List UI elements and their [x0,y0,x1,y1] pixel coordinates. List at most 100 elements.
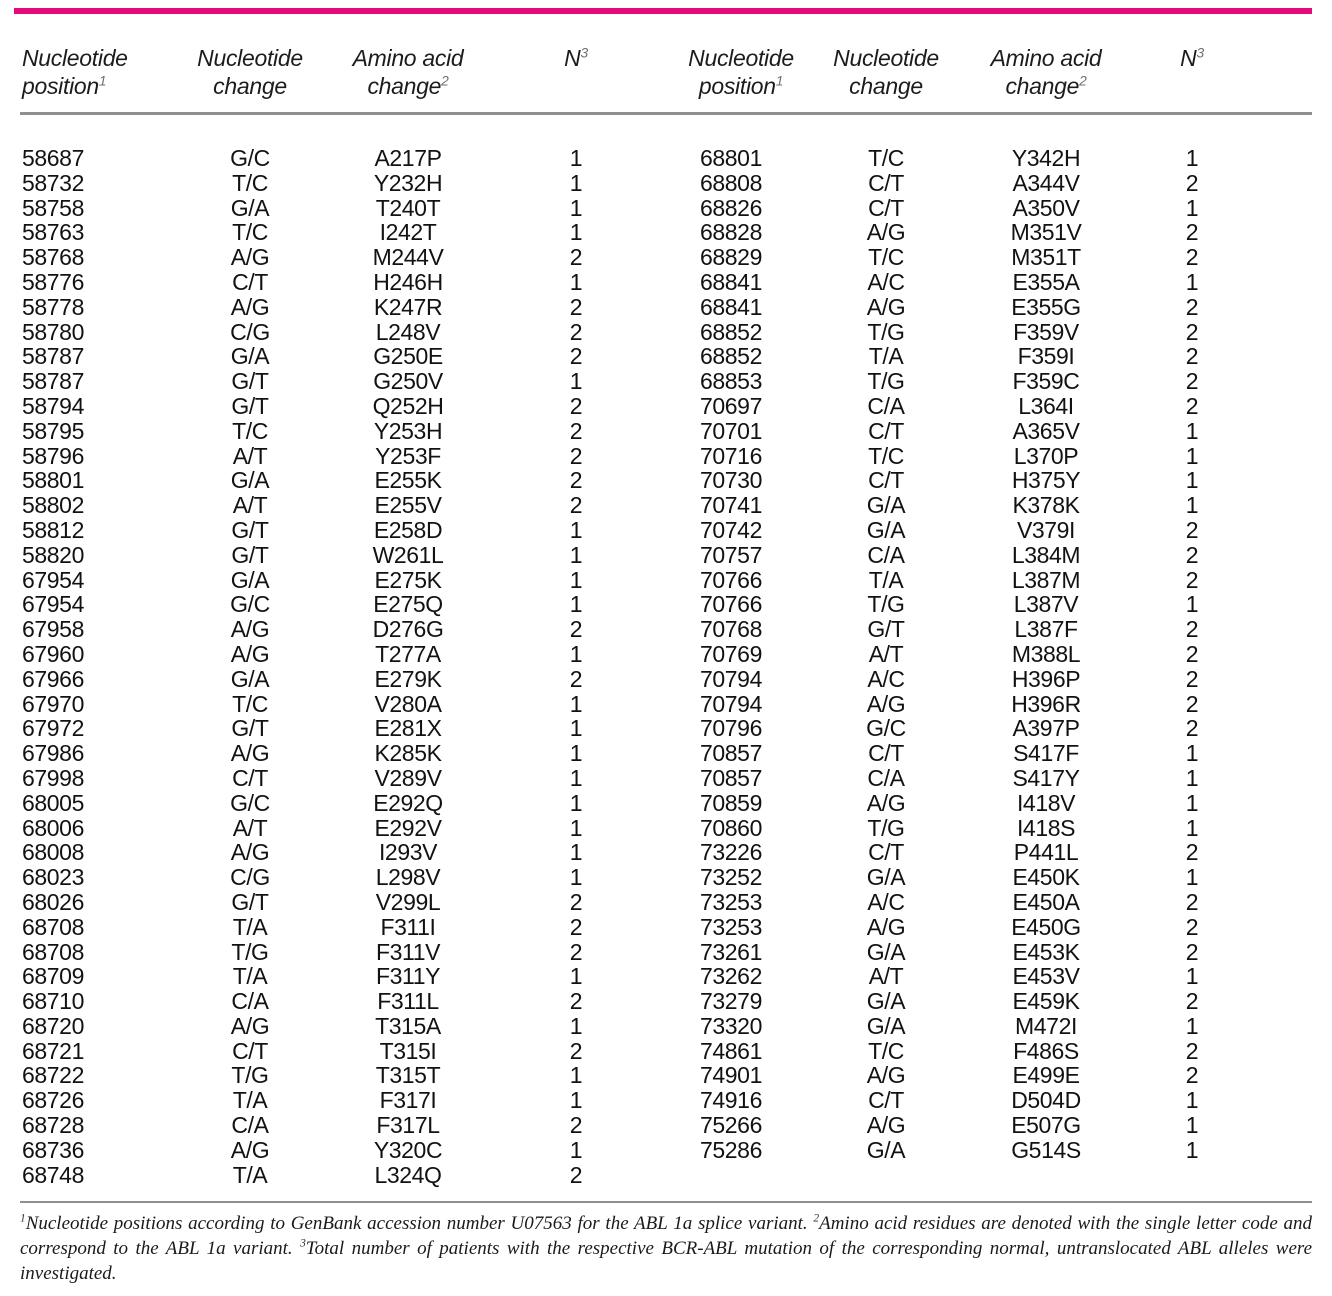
nucleotide-change: G/A [866,1136,906,1163]
patient-count: 1 [569,740,583,767]
patient-count: 2 [1185,1062,1199,1089]
nucleotide-position: 68006 [22,814,84,841]
patient-count: 2 [569,492,583,519]
amino-acid-change: M244V [372,244,444,271]
patient-count: 2 [569,938,583,965]
nucleotide-change: G/C [230,145,270,171]
patient-count: 1 [1185,268,1199,295]
patient-count: 1 [1185,864,1199,891]
amino-acid-change: K285K [374,740,442,767]
nucleotide-change: T/G [867,318,905,345]
nucleotide-position: 67970 [22,690,84,717]
nucleotide-position: 58795 [22,417,84,444]
patient-count: 1 [569,963,583,990]
nucleotide-position: 68710 [22,988,84,1015]
nucleotide-position: 58778 [22,293,84,320]
table-header: Nucleotide position1 Nucleotide change Amino… [20,44,1312,100]
nucleotide-change: C/A [231,988,269,1015]
footnote-sup-1: 1 [20,1213,26,1226]
amino-acid-change: A350V [1012,194,1080,221]
nucleotide-position: 70701 [700,417,762,444]
patient-count: 2 [1185,244,1199,271]
patient-count: 2 [569,467,583,494]
nucleotide-change: A/C [867,665,905,692]
nucleotide-change: G/T [231,392,269,419]
amino-acid-change: L324Q [374,1161,442,1188]
patient-count: 1 [1185,442,1199,469]
amino-acid-change: T315T [375,1062,441,1089]
patient-count: 2 [1185,516,1199,543]
nucleotide-change: C/T [232,268,268,295]
nucleotide-change: A/G [866,913,906,940]
patient-count: 1 [1185,591,1199,618]
column-header-patient-count: N3 [1180,45,1204,71]
nucleotide-position: 70860 [700,814,762,841]
patient-count: 2 [569,888,583,915]
header-rule [20,112,1312,115]
nucleotide-change: A/G [866,219,906,246]
amino-acid-change: V280A [374,690,442,717]
nucleotide-change: C/T [868,194,904,221]
patient-count: 2 [1185,318,1199,345]
amino-acid-change: E355G [1011,293,1081,320]
amino-acid-change: D504D [1011,1087,1081,1114]
patient-count: 2 [569,343,583,370]
nucleotide-change: A/G [230,616,270,643]
patient-count: 2 [569,318,583,345]
amino-acid-change: F359C [1012,368,1080,395]
amino-acid-change: Y320C [373,1136,443,1163]
amino-acid-change: E255K [374,467,442,494]
nucleotide-change: G/A [866,1012,906,1039]
nucleotide-change: A/G [866,789,906,816]
nucleotide-position: 68722 [22,1062,84,1089]
nucleotide-position: 58802 [22,492,84,519]
nucleotide-change: A/G [866,293,906,320]
nucleotide-position: 68829 [700,244,762,271]
nucleotide-change: G/A [866,864,906,891]
amino-acid-change: G250V [373,368,443,395]
nucleotide-change: A/G [230,293,270,320]
amino-acid-change: F359V [1013,318,1079,345]
nucleotide-position: 67954 [22,591,84,618]
nucleotide-change: G/A [866,492,906,519]
amino-acid-change: L387F [1014,616,1078,643]
amino-acid-change: E258D [373,516,443,543]
patient-count: 1 [569,591,583,618]
column-header-nucleotide-change: Nucleotide change [197,45,303,99]
nucleotide-position: 58758 [22,194,84,221]
nucleotide-position: 67954 [22,566,84,593]
amino-acid-change: L384M [1011,541,1081,568]
nucleotide-position: 74916 [700,1087,762,1114]
amino-acid-change: L387M [1011,566,1081,593]
nucleotide-change: A/T [868,640,904,667]
nucleotide-change: G/T [231,715,269,742]
amino-acid-change: F311L [377,988,439,1015]
nucleotide-change: T/A [868,566,904,593]
nucleotide-change: T/A [232,963,268,990]
nucleotide-position: 67998 [22,764,84,791]
patient-count: 1 [1185,1112,1199,1139]
patient-count: 2 [1185,343,1199,370]
patient-count: 2 [1185,293,1199,320]
nucleotide-change: C/T [232,764,268,791]
nucleotide-position: 68852 [700,318,762,345]
nucleotide-change: T/G [231,938,269,965]
nucleotide-position: 58780 [22,318,84,345]
nucleotide-change: T/A [232,1161,268,1188]
amino-acid-change: E499E [1012,1062,1080,1089]
nucleotide-change: T/G [867,591,905,618]
amino-acid-change: A365V [1012,417,1080,444]
nucleotide-position: 70716 [700,442,762,469]
column-header-amino-acid-change: Amino acid change2 [990,45,1102,99]
nucleotide-change: A/G [866,1112,906,1139]
amino-acid-change: T315A [375,1012,441,1039]
amino-acid-change: Y253H [373,417,443,444]
body-right-half: 68801 T/C Y342H 1 68808 C/T A344V 2 68826 C/T A350… [666,146,1312,1187]
nucleotide-change: G/T [231,368,269,395]
nucleotide-position: 68736 [22,1136,84,1163]
nucleotide-change: T/C [232,219,268,246]
amino-acid-change: H396R [1011,690,1081,717]
amino-acid-change: V289V [374,764,442,791]
nucleotide-change: G/T [867,616,905,643]
amino-acid-change: E281X [374,715,442,742]
